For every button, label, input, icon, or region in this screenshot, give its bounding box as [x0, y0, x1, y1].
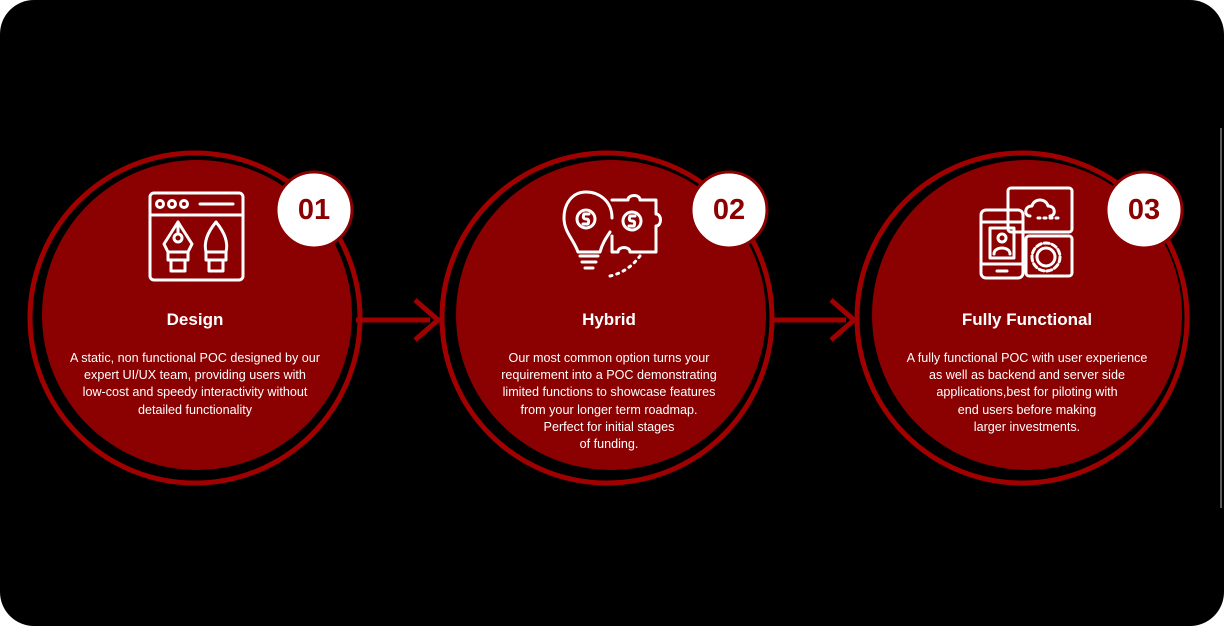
number-badge-2 [689, 170, 769, 250]
mobile-cloud-gear-icon [979, 186, 1074, 280]
design-pen-tools-icon [148, 191, 245, 282]
step-circle-2 [439, 150, 775, 486]
edge-divider [1220, 128, 1222, 508]
step-title: Hybrid [582, 310, 636, 329]
connector-arrow-2 [770, 298, 858, 342]
step-number-2: 02 [712, 194, 746, 226]
bulb-puzzle-money-icon [562, 190, 662, 278]
step-title: Design [166, 310, 224, 329]
step-number-3: 03 [1127, 194, 1161, 226]
number-badge-1 [274, 170, 354, 250]
step-circle-1 [27, 150, 363, 486]
step-description: A static, non functional POC designed by… [70, 351, 320, 417]
step-fully-functional: Fully Functional A fully functional POC … [847, 150, 1207, 510]
connector-arrow-1 [356, 298, 442, 342]
step-title: Fully Functional [961, 310, 1093, 329]
step-design: Design A static, non functional POC desi… [15, 150, 375, 510]
step-hybrid: Hybrid Our most common option turns your… [429, 150, 789, 510]
step-number-1: 01 [297, 194, 331, 226]
step-description: Our most common option turns your requir… [501, 351, 717, 452]
step-circle-3 [854, 150, 1190, 486]
number-badge-3 [1104, 170, 1184, 250]
step-description: A fully functional POC with user experie… [906, 351, 1148, 434]
